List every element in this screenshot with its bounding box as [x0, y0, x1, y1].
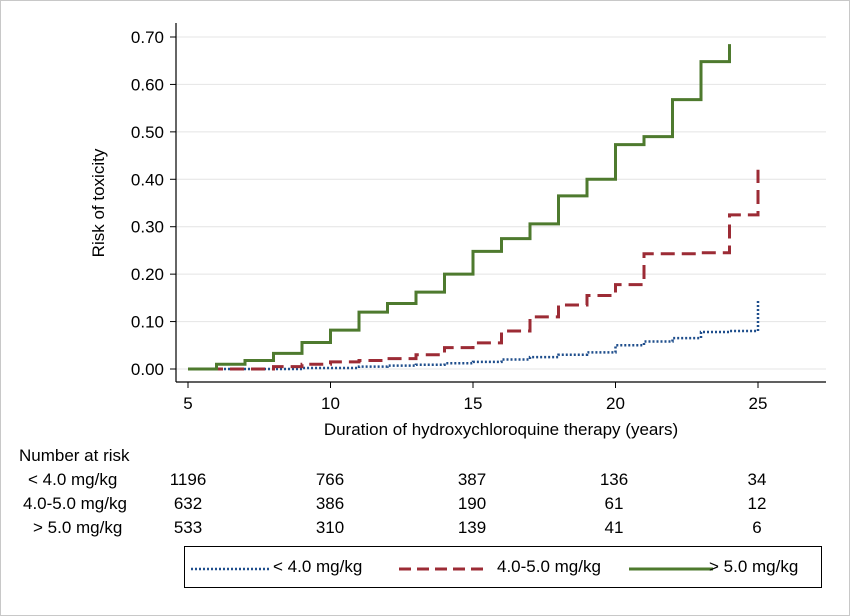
x-tick-label-1: 10 [321, 394, 340, 413]
risk-row-label-2: > 5.0 mg/kg [33, 518, 123, 537]
y-tick-label-6: 0.60 [131, 75, 164, 94]
risk-row-label-0: < 4.0 mg/kg [28, 470, 118, 489]
risk-cell-1-2: 190 [457, 494, 487, 513]
series-line-0 [188, 300, 760, 371]
y-tick-label-5: 0.50 [131, 123, 164, 142]
x-tick-label-2: 15 [464, 394, 483, 413]
legend-swatch-4to5 [399, 567, 487, 571]
risk-table-title: Number at risk [19, 446, 130, 466]
risk-cell-1-1: 386 [315, 494, 345, 513]
y-tick-label-1: 0.10 [131, 313, 164, 332]
risk-cell-2-4: 6 [752, 518, 762, 537]
risk-cell-0-0: 1196 [169, 470, 207, 489]
risk-cell-2-2: 139 [457, 518, 487, 537]
risk-table-title-text: Number at risk [19, 446, 130, 465]
x-tick-label-4: 25 [749, 394, 768, 413]
risk-cell-2-0: 533 [173, 518, 203, 537]
legend-label-gt5: > 5.0 mg/kg [709, 557, 799, 576]
y-tick-label-2: 0.20 [131, 265, 164, 284]
risk-cell-0-4: 34 [747, 470, 767, 489]
y-tick-label-4: 0.40 [131, 170, 164, 189]
risk-cell-0-1: 766 [315, 470, 345, 489]
y-tick-label-3: 0.30 [131, 218, 164, 237]
legend-swatch-lt4 [191, 567, 269, 571]
legend-label-4to5: 4.0-5.0 mg/kg [497, 557, 601, 576]
legend: < 4.0 mg/kg 4.0-5.0 mg/kg > 5.0 mg/kg [184, 546, 822, 588]
y-tick-label-0: 0.00 [131, 360, 164, 379]
legend-swatch-gt5 [629, 567, 713, 571]
series-line-2 [188, 44, 731, 371]
x-axis-title: Duration of hydroxychloroquine therapy (… [324, 420, 678, 439]
risk-row-label-1: 4.0-5.0 mg/kg [23, 494, 127, 513]
legend-label-lt4: < 4.0 mg/kg [273, 557, 363, 576]
plot-area [176, 23, 826, 382]
risk-cell-1-4: 12 [747, 494, 767, 513]
x-tick-label-3: 20 [606, 394, 625, 413]
risk-cell-2-3: 41 [604, 518, 624, 537]
risk-cell-0-2: 387 [457, 470, 487, 489]
risk-cell-1-0: 632 [173, 494, 203, 513]
y-axis-title: Risk of toxicity [89, 148, 108, 257]
x-tick-label-0: 5 [183, 394, 192, 413]
y-tick-label-7: 0.70 [131, 28, 164, 47]
risk-cell-2-1: 310 [315, 518, 345, 537]
series-line-1 [188, 169, 760, 371]
risk-cell-0-3: 136 [599, 470, 629, 489]
risk-cell-1-3: 61 [604, 494, 624, 513]
